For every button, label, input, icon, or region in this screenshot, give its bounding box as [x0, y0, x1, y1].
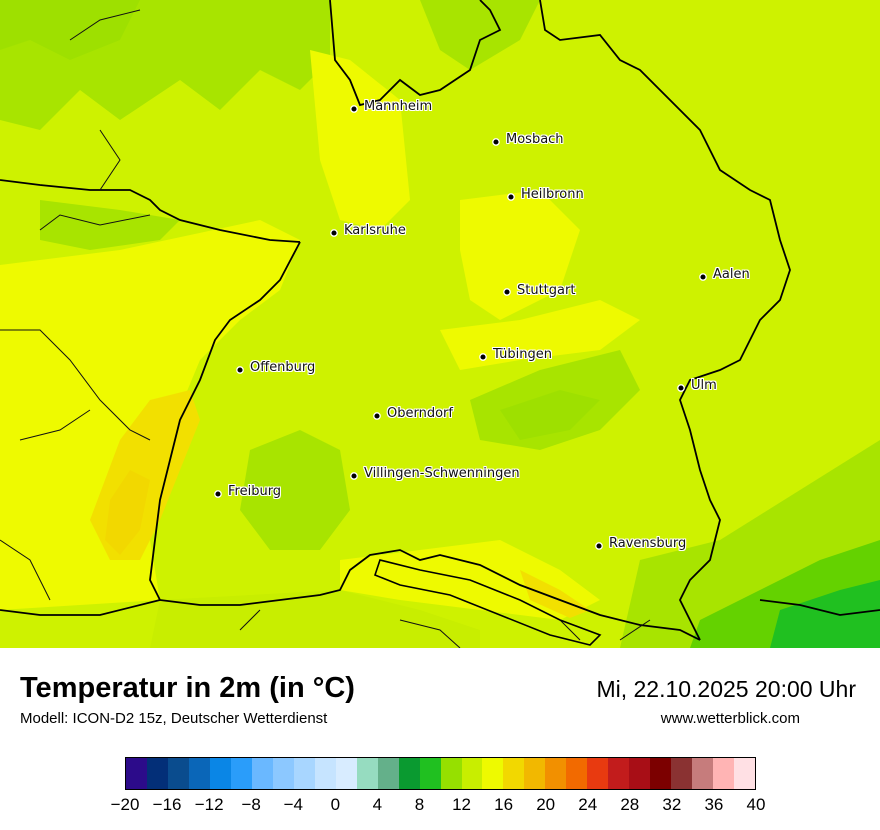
color-scale-swatch — [566, 758, 588, 789]
city-label-ulm: Ulm — [691, 378, 717, 393]
city-label-oberndorf: Oberndorf — [387, 406, 453, 421]
color-scale-swatch — [188, 758, 210, 789]
color-scale-swatch — [293, 758, 315, 789]
color-scale-ticks: −20 −16 −12 −8 −4 0 4 8 12 16 20 24 28 32 36 40 — [0, 795, 880, 819]
city-label-aalen: Aalen — [713, 267, 750, 282]
city-label-mosbach: Mosbach — [506, 132, 564, 147]
color-scale-swatch — [587, 758, 609, 789]
city-dot — [373, 412, 381, 420]
page-title: Temperatur in 2m (in °C) — [20, 672, 355, 704]
color-scale-tick-label: −16 — [152, 795, 182, 814]
color-scale-tick-label: 16 — [494, 795, 514, 814]
city-label-mannheim: Mannheim — [364, 99, 433, 114]
color-scale-swatch — [209, 758, 231, 789]
city-dot — [595, 542, 603, 550]
city-label-villingen-schwenningen: Villingen-Schwenningen — [364, 466, 520, 481]
color-scale-swatch — [650, 758, 672, 789]
color-scale-swatch — [503, 758, 525, 789]
color-scale-swatch — [713, 758, 735, 789]
city-dot — [479, 353, 487, 361]
city-dots — [214, 105, 707, 550]
city-label-heilbronn: Heilbronn — [521, 187, 584, 202]
color-scale-swatch — [398, 758, 420, 789]
color-scale-tick-label: 32 — [662, 795, 682, 814]
color-scale-tick-label: −20 — [110, 795, 140, 814]
color-scale-swatch — [126, 758, 147, 789]
color-scale-swatch — [692, 758, 714, 789]
color-scale-tick-label: 20 — [536, 795, 556, 814]
forecast-datetime: Mi, 22.10.2025 20:00 Uhr — [596, 676, 856, 702]
city-label-freiburg: Freiburg — [228, 484, 282, 499]
field-alb-2 — [500, 390, 600, 440]
city-dot — [350, 105, 358, 113]
color-scale-swatch — [608, 758, 630, 789]
color-scale-swatch — [335, 758, 357, 789]
city-dot — [214, 490, 222, 498]
color-scale-swatch — [440, 758, 462, 789]
city-label-offenburg: Offenburg — [250, 360, 316, 375]
color-scale-swatch — [377, 758, 399, 789]
website-link[interactable]: www.wetterblick.com — [660, 710, 800, 727]
field-blackforest — [240, 430, 350, 550]
city-dot — [330, 229, 338, 237]
district-borders — [0, 9, 651, 648]
city-dot — [699, 273, 707, 281]
state-borders — [0, 0, 880, 641]
color-scale-swatch — [272, 758, 294, 789]
color-scale-swatch — [356, 758, 378, 789]
model-subtitle: Modell: ICON-D2 15z, Deutscher Wetterdie… — [20, 710, 328, 727]
color-scale-swatch — [314, 758, 336, 789]
color-scale-tick-label: 28 — [620, 795, 640, 814]
color-scale-tick-label: 40 — [746, 795, 766, 814]
color-scale-tick-label: 4 — [372, 795, 383, 814]
city-dot — [503, 288, 511, 296]
color-scale-swatch — [461, 758, 483, 789]
city-label-karlsruhe: Karlsruhe — [344, 223, 406, 238]
city-dot — [507, 193, 515, 201]
color-scale-tick-label: −12 — [194, 795, 224, 814]
field-cool-nw-2 — [0, 0, 140, 60]
field-lake-hot — [520, 570, 590, 618]
city-label-ravensburg: Ravensburg — [609, 536, 687, 551]
lake-constance — [374, 559, 602, 646]
color-scale-swatch — [230, 758, 252, 789]
color-scale-swatch — [419, 758, 441, 789]
color-scale-swatch — [146, 758, 168, 789]
color-scale-swatch — [482, 758, 504, 789]
color-scale-tick-label: 36 — [704, 795, 724, 814]
color-scale-swatch — [629, 758, 651, 789]
field-nw-green — [40, 200, 180, 250]
field-neckar — [460, 190, 580, 320]
color-scale-tick-label: −8 — [241, 795, 261, 814]
color-scale-tick-label: 0 — [330, 795, 341, 814]
color-scale-tick-label: −4 — [283, 795, 303, 814]
color-scale-swatch — [734, 758, 756, 789]
color-scale-swatch — [167, 758, 189, 789]
city-dot — [677, 384, 685, 392]
field-rhine-hot-2 — [105, 470, 150, 555]
field-se-green3 — [770, 580, 880, 648]
color-scale-swatch — [251, 758, 273, 789]
field-neckar-s — [440, 300, 640, 370]
city-dot — [350, 472, 358, 480]
color-scale-swatch — [671, 758, 693, 789]
field-cool-nm — [420, 0, 540, 70]
city-dot — [492, 138, 500, 146]
city-label-tuebingen: Tübingen — [493, 347, 552, 362]
color-scale-tick-label: 12 — [452, 795, 471, 814]
color-scale-tick-label: 8 — [414, 795, 425, 814]
color-scale-swatch — [545, 758, 567, 789]
city-dot — [236, 366, 244, 374]
color-scale-swatch — [524, 758, 546, 789]
temperature-map: Mannheim Mosbach Heilbronn Karlsruhe Aal… — [0, 0, 880, 648]
color-scale-tick-label: 24 — [578, 795, 598, 814]
city-label-stuttgart: Stuttgart — [517, 283, 576, 298]
color-scale-bar — [125, 757, 756, 790]
